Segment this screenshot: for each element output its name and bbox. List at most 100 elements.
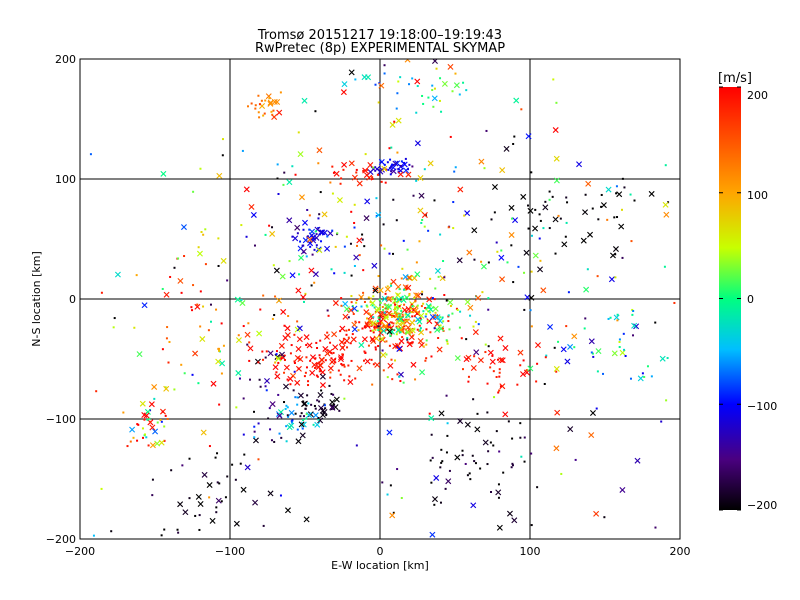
scatter-dot-point bbox=[472, 325, 475, 328]
y-tick-label: 0 bbox=[69, 293, 76, 306]
scatter-dot-point bbox=[400, 309, 403, 312]
scatter-dot-point bbox=[391, 378, 394, 381]
scatter-cross-point bbox=[580, 237, 587, 244]
scatter-cross-point bbox=[553, 177, 560, 184]
scatter-dot-point bbox=[309, 245, 312, 248]
scatter-dot-point bbox=[258, 103, 261, 106]
scatter-dot-point bbox=[416, 312, 419, 315]
scatter-dot-point bbox=[274, 361, 277, 364]
scatter-dot-point bbox=[331, 192, 334, 195]
scatter-dot-point bbox=[320, 240, 323, 243]
scatter-cross-point bbox=[407, 275, 414, 281]
scatter-dot-point bbox=[401, 295, 404, 298]
scatter-dot-point bbox=[384, 307, 387, 310]
scatter-dot-point bbox=[343, 271, 346, 274]
scatter-dot-point bbox=[374, 310, 377, 313]
scatter-dot-point bbox=[247, 322, 250, 325]
scatter-dot-point bbox=[405, 311, 408, 314]
scatter-cross-point bbox=[588, 338, 595, 345]
scatter-dot-point bbox=[317, 418, 320, 421]
scatter-dot-point bbox=[354, 78, 357, 81]
scatter-cross-point bbox=[466, 249, 473, 256]
scatter-dot-point bbox=[461, 368, 464, 371]
scatter-dot-point bbox=[429, 304, 432, 307]
scatter-dot-point bbox=[384, 292, 387, 295]
scatter-cross-point bbox=[351, 174, 358, 181]
scatter-dot-point bbox=[633, 199, 636, 202]
scatter-dot-point bbox=[318, 400, 321, 403]
x-axis-ticks: −200 −100 0 100 200 bbox=[65, 545, 691, 558]
scatter-dot-point bbox=[365, 322, 368, 325]
scatter-cross-point bbox=[438, 325, 445, 332]
scatter-cross-point bbox=[271, 98, 278, 105]
scatter-cross-point bbox=[495, 489, 502, 496]
scatter-cross-point bbox=[356, 365, 363, 372]
scatter-cross-point bbox=[416, 318, 423, 325]
scatter-dot-point bbox=[418, 240, 421, 243]
scatter-dot-point bbox=[539, 259, 542, 262]
scatter-cross-point bbox=[306, 236, 313, 243]
scatter-cross-point bbox=[297, 356, 304, 363]
plot-frame bbox=[79, 58, 681, 540]
scatter-dot-point bbox=[289, 383, 292, 386]
scatter-cross-point bbox=[276, 412, 283, 419]
scatter-dot-point bbox=[574, 458, 577, 461]
scatter-cross-point bbox=[498, 357, 505, 364]
scatter-dot-point bbox=[253, 425, 256, 428]
scatter-dot-point bbox=[258, 116, 261, 119]
scatter-cross-point bbox=[210, 380, 217, 387]
scatter-dot-point bbox=[319, 191, 322, 194]
scatter-cross-point bbox=[318, 405, 325, 412]
scatter-dot-point bbox=[388, 344, 391, 347]
scatter-cross-point bbox=[312, 412, 319, 419]
scatter-dot-point bbox=[485, 129, 488, 132]
scatter-dot-point bbox=[273, 440, 276, 443]
scatter-dot-point bbox=[340, 304, 343, 307]
scatter-dot-point bbox=[395, 107, 398, 110]
scatter-cross-point bbox=[588, 432, 595, 439]
scatter-dot-point bbox=[312, 423, 315, 426]
scatter-dot-point bbox=[180, 291, 183, 294]
scatter-dot-point bbox=[454, 166, 457, 169]
scatter-cross-point bbox=[409, 327, 416, 334]
scatter-cross-point bbox=[374, 361, 381, 368]
scatter-cross-point bbox=[633, 323, 640, 330]
scatter-dot-point bbox=[307, 384, 310, 387]
scatter-dot-point bbox=[510, 244, 513, 247]
scatter-dot-point bbox=[254, 107, 257, 110]
scatter-dot-point bbox=[328, 384, 331, 387]
scatter-dot-point bbox=[564, 235, 567, 238]
scatter-dot-point bbox=[293, 333, 296, 336]
scatter-dot-point bbox=[448, 469, 451, 472]
scatter-cross-point bbox=[358, 294, 365, 301]
colorbar-tick-label: 200 bbox=[747, 89, 768, 102]
scatter-dot-point bbox=[399, 164, 402, 167]
scatter-dot-point bbox=[403, 161, 406, 164]
scatter-cross-point bbox=[471, 227, 478, 234]
scatter-cross-point bbox=[513, 97, 520, 104]
scatter-cross-point bbox=[482, 439, 489, 446]
scatter-cross-point bbox=[560, 346, 567, 353]
scatter-cross-point bbox=[319, 382, 326, 389]
scatter-dot-point bbox=[440, 110, 443, 113]
scatter-cross-point bbox=[503, 145, 510, 152]
scatter-cross-point bbox=[404, 59, 411, 63]
scatter-dot-point bbox=[252, 410, 255, 413]
scatter-dot-point bbox=[387, 168, 390, 171]
scatter-dot-point bbox=[530, 325, 533, 328]
scatter-dot-point bbox=[355, 301, 358, 304]
scatter-dot-point bbox=[353, 203, 356, 206]
scatter-dot-point bbox=[432, 306, 435, 309]
scatter-dot-point bbox=[272, 264, 275, 267]
scatter-dot-point bbox=[339, 182, 342, 185]
scatter-dot-point bbox=[339, 330, 342, 333]
scatter-dot-point bbox=[462, 81, 465, 84]
scatter-dot-point bbox=[421, 293, 424, 296]
scatter-dot-point bbox=[306, 208, 309, 211]
scatter-dot-point bbox=[334, 245, 337, 248]
scatter-dot-point bbox=[268, 224, 271, 227]
scatter-cross-point bbox=[404, 312, 411, 319]
scatter-cross-point bbox=[303, 334, 310, 341]
scatter-dot-point bbox=[431, 89, 434, 92]
scatter-dot-point bbox=[385, 340, 388, 343]
